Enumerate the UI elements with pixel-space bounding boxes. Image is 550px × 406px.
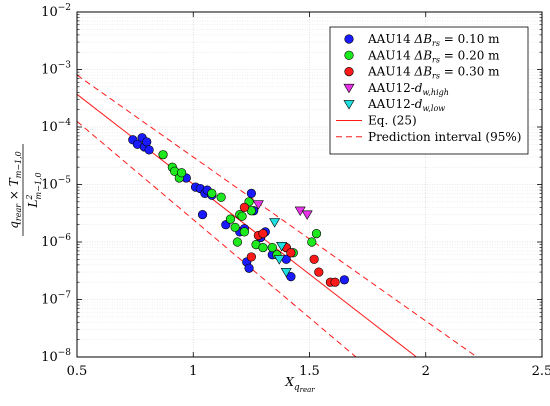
legend-label: Prediction interval (95%) (368, 130, 521, 144)
data-point (267, 242, 277, 253)
x-tick-label: 0.5 (67, 364, 88, 379)
data-point (225, 214, 236, 224)
data-point (276, 242, 288, 252)
svg-text:qrear × Tm−1,0: qrear × Tm−1,0 (7, 151, 23, 229)
x-tick-label: 1 (189, 364, 197, 379)
data-point (301, 210, 313, 220)
data-points (128, 133, 349, 287)
data-point (144, 145, 154, 155)
data-point (244, 263, 254, 273)
y-tick-label: 10−6 (41, 233, 71, 250)
data-point (252, 200, 264, 210)
x-tick-label: 1.5 (299, 364, 320, 379)
legend-marker (344, 50, 354, 60)
svg-text:L2m−1,0: L2m−1,0 (25, 172, 43, 208)
axis-ticks (76, 11, 543, 358)
legend-item: AAU14 ΔBrs = 0.20 m (344, 48, 500, 64)
legend-label: Eq. (25) (368, 114, 417, 128)
data-point (330, 277, 340, 287)
legend-item: AAU14 ΔBrs = 0.30 m (344, 65, 500, 81)
data-point (339, 275, 349, 285)
data-point (177, 168, 187, 178)
legend-item: AAU12-dw,low (343, 97, 445, 113)
x-tick-label: 2.5 (532, 364, 550, 379)
data-point (246, 252, 256, 262)
data-point (309, 254, 319, 264)
data-point (239, 227, 249, 237)
legend-item: Prediction interval (95%) (336, 130, 521, 144)
prediction-interval-line (77, 121, 357, 357)
data-point (286, 248, 296, 258)
legend-marker (344, 34, 354, 44)
legend-marker (344, 66, 354, 77)
x-tick-labels: 0.5 1 1.5 2 2.5 (67, 364, 550, 379)
data-point (197, 209, 208, 220)
data-point (311, 228, 322, 239)
y-tick-label: 10−8 (41, 348, 71, 365)
x-tick-label: 2 (422, 364, 430, 379)
legend-label: AAU14 ΔBrs = 0.10 m (367, 32, 500, 48)
data-point (216, 192, 226, 202)
legend-box (329, 26, 529, 155)
y-tick-label: 10−7 (41, 291, 71, 308)
data-point (237, 211, 247, 221)
legend-marker (343, 100, 355, 110)
legend-marker (343, 83, 355, 94)
y-axis-label: qrear × Tm−1,0 L2m−1,0 (7, 144, 43, 236)
prediction-interval-line (77, 74, 478, 357)
data-point (258, 242, 268, 253)
data-point (258, 228, 268, 239)
legend-item: AAU12-dw,high (343, 81, 449, 97)
y-tick-label: 10−4 (41, 118, 71, 135)
legend-label: AAU12-dw,high (367, 81, 449, 97)
legend-label: AAU12-dw,low (367, 97, 445, 113)
legend-label: AAU14 ΔBrs = 0.30 m (367, 65, 500, 81)
legend-item: AAU14 ΔBrs = 0.10 m (344, 32, 500, 48)
data-point (232, 237, 243, 247)
data-point (230, 222, 240, 232)
x-axis-label: Xqrear (284, 375, 315, 394)
data-point (246, 188, 256, 199)
data-point (307, 237, 317, 247)
data-point (273, 255, 285, 265)
data-point (142, 137, 152, 147)
y-tick-label: 10−5 (41, 176, 71, 193)
legend-item: Eq. (25) (336, 114, 417, 128)
y-tick-label: 10−2 (41, 3, 71, 20)
data-point (280, 268, 292, 278)
legend-label: AAU14 ΔBrs = 0.20 m (367, 48, 500, 64)
data-point (158, 150, 168, 160)
y-tick-labels: 10−8 10−7 10−6 10−5 10−4 10−3 10−2 (41, 3, 71, 365)
data-point (269, 218, 281, 228)
data-point (239, 202, 249, 212)
data-point (314, 267, 324, 277)
y-tick-label: 10−3 (41, 61, 71, 78)
data-point (207, 188, 217, 199)
